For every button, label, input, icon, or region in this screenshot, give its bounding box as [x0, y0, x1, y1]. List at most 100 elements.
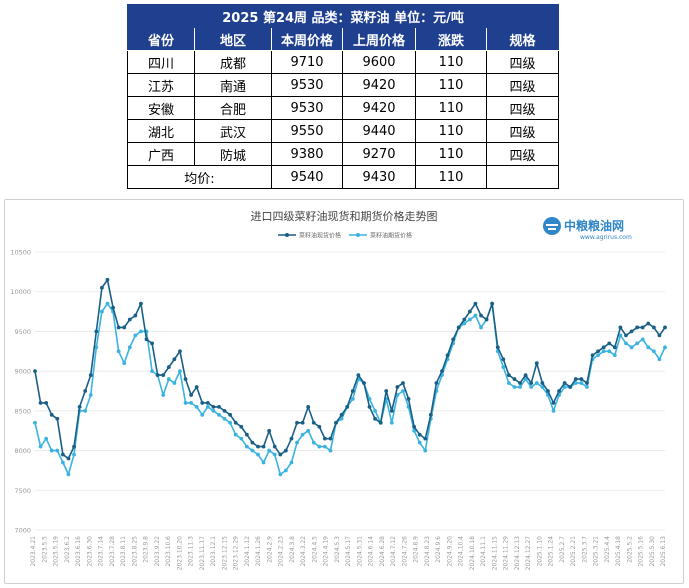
data-point-spot — [217, 404, 221, 409]
x-tick-label: 2023.6.2 — [64, 536, 71, 563]
data-point-futures — [83, 408, 88, 413]
table-title-row: 2025 第24周 品类：菜籽油 单位：元/吨 — [126, 4, 560, 28]
data-point-futures — [139, 329, 143, 334]
cell-region: 防城 — [194, 142, 272, 166]
data-point-futures — [328, 448, 333, 453]
data-point-futures — [222, 416, 227, 421]
x-tick-label: 2023.6.16 — [75, 536, 82, 567]
data-point-futures — [60, 460, 65, 465]
data-point-futures — [640, 337, 645, 342]
data-point-spot — [166, 365, 171, 370]
site-logo: 中粮粮油网 www.agrirus.com — [543, 217, 632, 241]
x-tick-label: 2023.10.6 — [165, 536, 172, 567]
x-tick-label: 2025.5.2 — [626, 536, 633, 563]
data-point-spot — [512, 377, 517, 381]
data-point-futures — [38, 444, 43, 449]
data-point-futures — [33, 420, 37, 425]
legend: 菜籽油现货价格 菜籽油期货价格 — [278, 232, 412, 240]
legend-marker-futures — [356, 233, 360, 237]
data-point-spot — [211, 404, 216, 409]
data-point-spot — [289, 436, 294, 441]
cell-province: 四川 — [127, 50, 195, 74]
data-point-spot — [133, 313, 138, 318]
data-point-futures — [133, 333, 138, 338]
data-point-spot — [484, 317, 489, 322]
data-point-futures — [350, 397, 355, 401]
x-tick-label: 2024.5.17 — [345, 536, 352, 567]
legend-label-spot: 菜籽油现货价格 — [299, 232, 341, 240]
data-point-spot — [529, 381, 534, 385]
data-point-spot — [222, 408, 227, 413]
data-point-spot — [350, 389, 355, 393]
x-tick-label: 2024.2.9 — [266, 536, 273, 563]
y-tick-label: 7500 — [14, 487, 31, 495]
x-tick-label: 2023.12.29 — [233, 536, 240, 571]
x-tick-label: 2024.10.4 — [458, 536, 465, 567]
data-point-futures — [585, 385, 589, 389]
data-point-spot — [33, 369, 37, 374]
data-point-spot — [66, 456, 71, 461]
cell-this-week: 9530 — [271, 96, 343, 120]
data-point-spot — [518, 381, 522, 385]
table-row: 广西 防城 9380 9270 110 四级 — [127, 142, 560, 166]
x-tick-label: 2025.4.18 — [615, 536, 622, 567]
x-tick-label: 2025.3.21 — [593, 536, 600, 567]
data-point-futures — [244, 444, 249, 449]
data-point-spot — [239, 424, 244, 429]
x-tick-label: 2023.11.3 — [188, 536, 195, 567]
cell-this-week: 9550 — [271, 119, 343, 143]
series-spot — [33, 277, 667, 461]
x-tick-label: 2023.8.25 — [131, 536, 138, 567]
x-tick-label: 2024.5.3 — [334, 536, 341, 563]
data-point-futures — [624, 341, 628, 346]
x-tick-label: 2024.3.22 — [300, 536, 307, 567]
data-point-futures — [217, 412, 221, 417]
header-this-week: 本周价格 — [271, 27, 343, 51]
data-point-spot — [657, 333, 662, 338]
header-last-week: 上周价格 — [342, 27, 416, 51]
data-point-futures — [401, 389, 405, 393]
data-point-futures — [116, 349, 121, 354]
data-point-spot — [596, 349, 600, 354]
table-row: 江苏 南通 9530 9420 110 四级 — [127, 73, 560, 97]
data-point-spot — [440, 369, 444, 374]
data-point-futures — [317, 444, 322, 449]
data-point-spot — [38, 401, 43, 405]
data-point-spot — [205, 401, 210, 405]
cell-region: 成都 — [194, 50, 272, 74]
cell-this-week: 9380 — [271, 142, 343, 166]
data-point-futures — [105, 301, 110, 306]
data-point-spot — [601, 345, 606, 350]
data-point-futures — [272, 452, 277, 457]
data-point-spot — [534, 361, 539, 366]
data-point-futures — [534, 381, 539, 385]
data-point-futures — [323, 444, 327, 449]
data-point-futures — [66, 472, 71, 477]
data-point-spot — [283, 448, 288, 453]
price-trend-chart: 进口四级菜籽油现货和期货价格走势图 菜籽油现货价格 菜籽油期货价格 中粮粮油网 … — [10, 209, 667, 571]
data-point-spot — [183, 377, 188, 381]
x-tick-label: 2024.1.12 — [244, 536, 251, 567]
data-point-spot — [105, 277, 110, 282]
data-point-futures — [127, 345, 132, 350]
data-point-futures — [88, 393, 93, 397]
x-tick-label: 2025.3.7 — [581, 536, 588, 563]
data-point-futures — [295, 440, 299, 445]
x-tick-label: 2023.7.14 — [98, 536, 105, 567]
data-point-spot — [250, 440, 255, 445]
grid-lines — [35, 251, 665, 531]
data-point-futures — [194, 404, 199, 409]
series-layer — [33, 277, 667, 477]
data-point-spot — [651, 325, 656, 330]
cell-region: 合肥 — [194, 96, 272, 120]
data-point-futures — [306, 428, 311, 433]
data-point-futures — [189, 401, 194, 405]
x-tick-label: 2024.8.9 — [413, 536, 420, 563]
x-tick-label: 2024.11.1 — [480, 536, 487, 567]
data-point-futures — [607, 349, 612, 354]
data-point-spot — [94, 329, 99, 334]
x-tick-label: 2024.10.18 — [469, 536, 476, 571]
data-point-spot — [83, 389, 88, 393]
data-point-futures — [49, 448, 54, 453]
x-tick-label: 2024.11.29 — [503, 536, 510, 571]
